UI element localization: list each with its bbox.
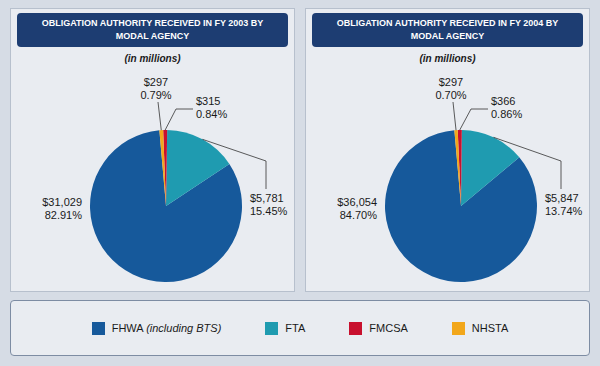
html-text:NHSTA: NHSTA [471, 322, 509, 334]
html-text:(in millions): (in millions) [124, 53, 181, 64]
html-text:FMCSA: FMCSA [369, 322, 408, 334]
svg-text:$5,78115.45%: $5,78115.45% [250, 192, 288, 217]
html-text:(in millions): (in millions) [419, 53, 476, 64]
svg-text:$3660.86%: $3660.86% [491, 95, 522, 120]
svg-text:$3150.84%: $3150.84% [196, 95, 227, 120]
html-text:FHWA (including BTS): FHWA (including BTS) [111, 322, 222, 334]
html-text:OBLIGATION AUTHORITY RECEIVED: OBLIGATION AUTHORITY RECEIVED IN FY 2004… [336, 18, 559, 41]
svg-text:$2970.79%: $2970.79% [140, 76, 171, 101]
svg-text:$36,05484.70%: $36,05484.70% [337, 196, 377, 221]
svg-text:$5,84713.74%: $5,84713.74% [545, 192, 583, 217]
html-text:FTA: FTA [285, 322, 306, 334]
svg-text:$2970.70%: $2970.70% [435, 76, 466, 101]
svg-text:$31,02982.91%: $31,02982.91% [42, 196, 82, 221]
html-text:OBLIGATION AUTHORITY RECEIVED: OBLIGATION AUTHORITY RECEIVED IN FY 2003… [41, 18, 264, 41]
